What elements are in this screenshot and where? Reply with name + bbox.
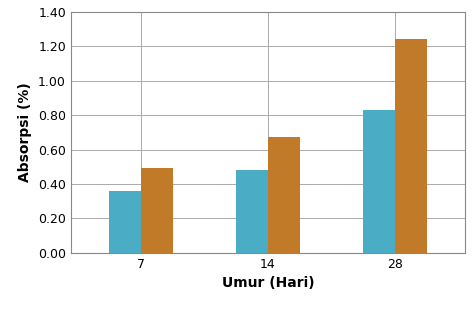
X-axis label: Umur (Hari): Umur (Hari) — [222, 276, 314, 290]
Bar — [236, 170, 268, 253]
Bar — [395, 40, 427, 253]
Y-axis label: Absorpsi (%): Absorpsi (%) — [18, 82, 33, 182]
Bar — [268, 137, 300, 253]
Bar — [109, 191, 141, 253]
Bar — [363, 110, 395, 253]
Bar — [141, 168, 173, 253]
